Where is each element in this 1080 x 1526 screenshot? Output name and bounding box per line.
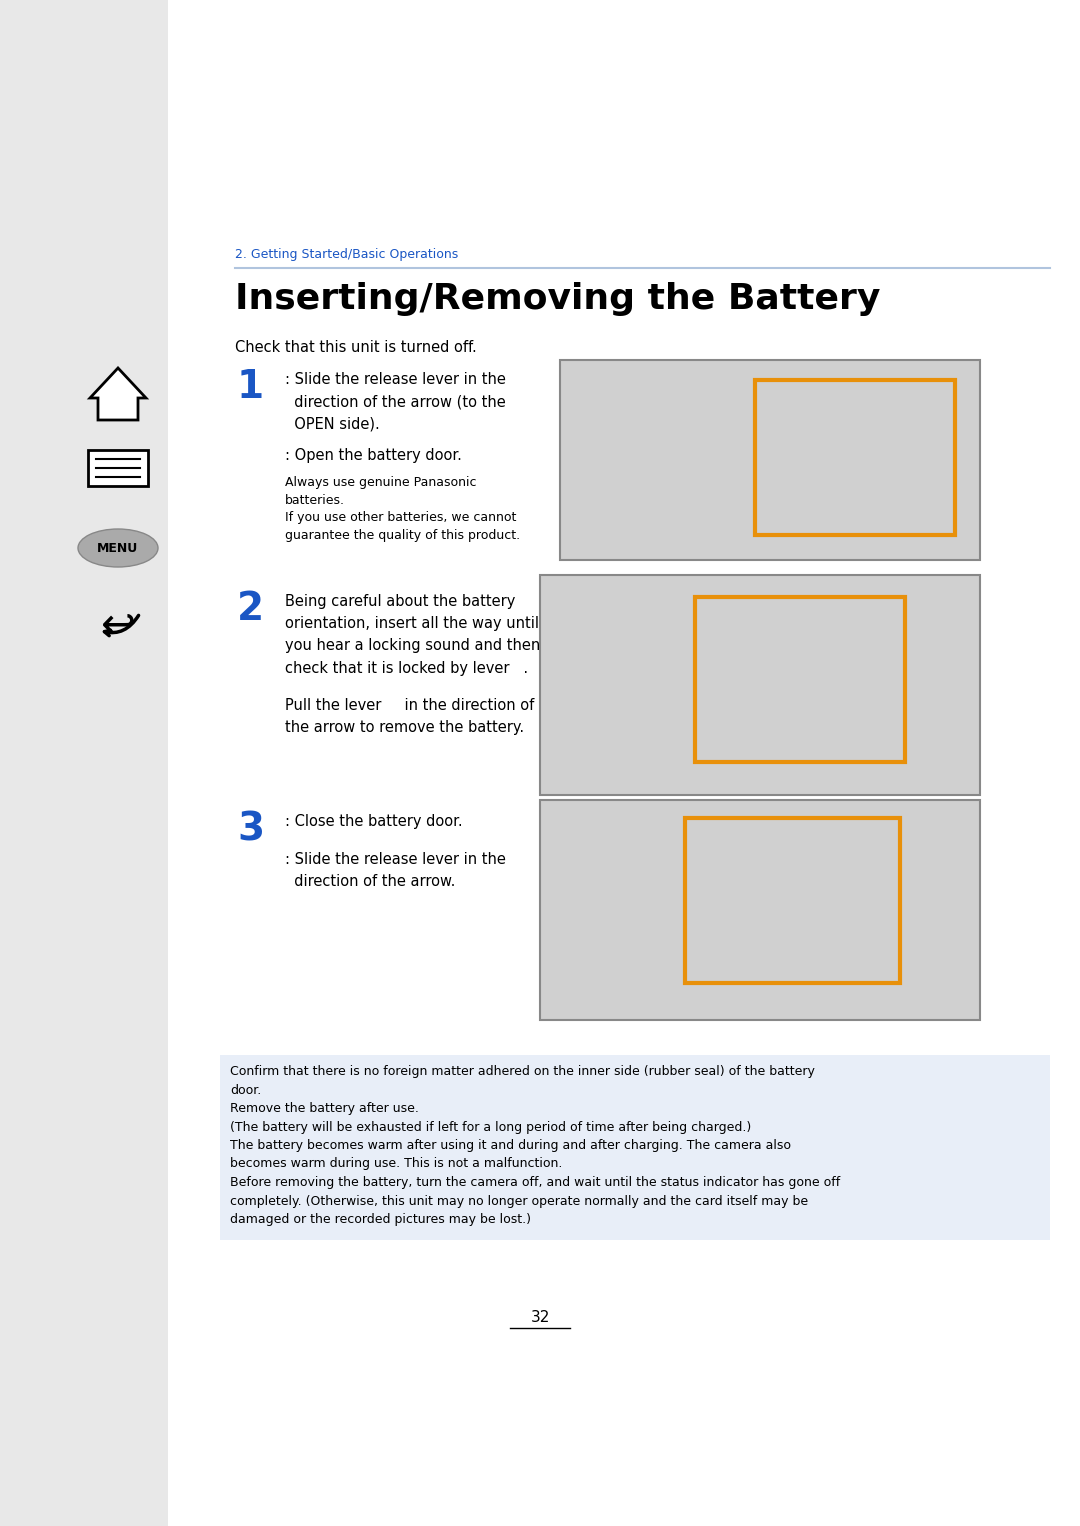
Text: MENU: MENU xyxy=(97,542,138,554)
Ellipse shape xyxy=(78,530,158,568)
Text: Pull the lever     in the direction of
the arrow to remove the battery.: Pull the lever in the direction of the a… xyxy=(285,697,535,736)
Text: : Open the battery door.: : Open the battery door. xyxy=(285,449,462,462)
Text: : Slide the release lever in the
  direction of the arrow (to the
  OPEN side).: : Slide the release lever in the directi… xyxy=(285,372,505,432)
Text: 2. Getting Started/Basic Operations: 2. Getting Started/Basic Operations xyxy=(235,249,458,261)
Text: : Slide the release lever in the
  direction of the arrow.: : Slide the release lever in the directi… xyxy=(285,852,505,890)
Text: Confirm that there is no foreign matter adhered on the inner side (rubber seal) : Confirm that there is no foreign matter … xyxy=(230,1065,840,1225)
Text: 3: 3 xyxy=(237,810,265,848)
Polygon shape xyxy=(90,368,146,420)
Text: : Close the battery door.: : Close the battery door. xyxy=(285,813,462,829)
Text: 32: 32 xyxy=(530,1309,550,1325)
Text: Check that this unit is turned off.: Check that this unit is turned off. xyxy=(235,340,476,356)
Bar xyxy=(220,1054,1050,1241)
Text: 1: 1 xyxy=(237,368,265,406)
Text: ↩: ↩ xyxy=(100,604,135,645)
Text: Being careful about the battery
orientation, insert all the way until
you hear a: Being careful about the battery orientat… xyxy=(285,594,540,676)
Bar xyxy=(685,818,900,983)
Text: 2: 2 xyxy=(237,591,265,629)
Text: Inserting/Removing the Battery: Inserting/Removing the Battery xyxy=(235,282,880,316)
Bar xyxy=(755,380,955,536)
Bar xyxy=(540,800,980,1019)
Bar xyxy=(561,360,980,560)
Bar xyxy=(87,450,148,485)
Text: Always use genuine Panasonic
batteries.
If you use other batteries, we cannot
gu: Always use genuine Panasonic batteries. … xyxy=(285,476,521,542)
Bar xyxy=(696,597,905,761)
Bar xyxy=(0,0,168,1526)
Bar xyxy=(540,575,980,795)
